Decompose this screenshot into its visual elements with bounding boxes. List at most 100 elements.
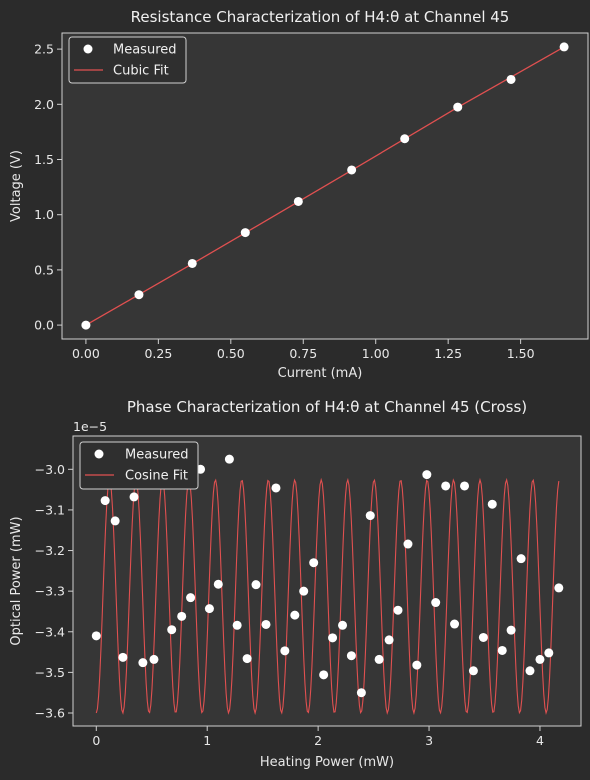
resistance-y-tick-label: 1.0 — [34, 207, 54, 222]
resistance-legend: Measured Cubic Fit — [68, 36, 187, 84]
resistance-measured-point — [347, 165, 357, 175]
resistance-measured-point — [187, 258, 197, 268]
resistance-y-tick-label: 1.5 — [34, 152, 54, 167]
phase-axes-frame — [72, 435, 582, 727]
phase-x-tick-label: 3 — [425, 733, 433, 748]
phase-x-tick-label: 1 — [203, 733, 211, 748]
resistance-x-tick-label: 1.00 — [362, 346, 390, 361]
resistance-x-tick-label: 0.50 — [217, 346, 245, 361]
phase-measured-point — [91, 631, 101, 641]
phase-chart-title: Phase Characterization of H4:θ at Channe… — [127, 398, 527, 416]
resistance-y-tick-label: 2.0 — [34, 97, 54, 112]
phase-y-tick-label: −3.6 — [35, 706, 65, 721]
phase-measured-point — [384, 635, 394, 645]
resistance-x-tick-label: 0.75 — [289, 346, 317, 361]
phase-measured-point — [441, 481, 451, 491]
resistance-measured-point — [453, 102, 463, 112]
resistance-x-tick-label: 0.25 — [144, 346, 172, 361]
resistance-legend-box — [68, 36, 187, 84]
phase-x-axis-ticks: 0 1 2 3 4 — [92, 726, 544, 748]
phase-measured-point — [450, 619, 460, 629]
resistance-y-tick-label: 2.5 — [34, 42, 54, 57]
resistance-x-tick-label: 1.50 — [507, 346, 535, 361]
phase-y-tick-label: −3.2 — [35, 543, 65, 558]
phase-measured-point — [497, 645, 507, 655]
cubic-fit-line — [85, 46, 565, 326]
phase-legend-fit-label: Cosine Fit — [125, 469, 188, 484]
resistance-axes-frame — [61, 32, 589, 340]
phase-y-tick-label: −3.0 — [35, 462, 65, 477]
phase-x-tick-label: 2 — [314, 733, 322, 748]
resistance-measured-point — [506, 74, 516, 84]
resistance-x-axis-ticks: 0.00 0.25 0.50 0.75 1.00 1.25 1.50 — [72, 339, 535, 361]
phase-measured-point — [118, 652, 128, 662]
phase-measured-point — [186, 593, 196, 603]
phase-y-axis-ticks: −3.0 −3.1 −3.2 −3.3 −3.4 −3.5 −3.6 — [35, 462, 73, 721]
phase-measured-point — [422, 470, 432, 480]
phase-measured-point — [487, 499, 497, 509]
phase-legend: Measured Cosine Fit — [79, 441, 199, 490]
resistance-y-tick-label: 0.5 — [34, 262, 54, 277]
phase-measured-point — [412, 660, 422, 670]
phase-measured-point — [346, 651, 356, 661]
cosine-fit-line — [95, 477, 560, 716]
phase-measured-point — [110, 516, 120, 526]
resistance-legend-measured-label: Measured — [113, 43, 177, 58]
phase-measured-point — [365, 511, 375, 521]
resistance-measured-point — [293, 196, 303, 206]
phase-measured-point — [478, 632, 488, 642]
resistance-measured-point — [400, 134, 410, 144]
phase-legend-box — [79, 441, 199, 490]
phase-measured-point — [138, 658, 148, 668]
phase-measured-point — [506, 625, 516, 635]
phase-measured-point — [290, 610, 300, 620]
phase-measured-point — [242, 654, 252, 664]
phase-measured-point — [232, 620, 242, 630]
resistance-legend-fit-label: Cubic Fit — [113, 64, 169, 79]
phase-measured-point — [309, 558, 319, 568]
phase-plot-area — [91, 454, 564, 716]
resistance-x-axis-label: Current (mA) — [278, 366, 363, 381]
phase-measured-point — [280, 646, 290, 656]
phase-measured-point — [460, 481, 470, 491]
phase-measured-point — [129, 492, 139, 502]
phase-x-tick-label: 4 — [536, 733, 544, 748]
phase-measured-point — [271, 483, 281, 493]
phase-y-tick-label: −3.4 — [35, 624, 65, 639]
resistance-y-axis-label: Voltage (V) — [9, 150, 24, 222]
phase-measured-point — [328, 633, 338, 643]
resistance-measured-point — [559, 42, 569, 52]
phase-y-tick-label: −3.1 — [35, 502, 65, 517]
resistance-legend-measured-marker — [83, 44, 93, 54]
phase-measured-point — [393, 605, 403, 615]
resistance-measured-point — [134, 290, 144, 300]
phase-chart: Phase Characterization of H4:θ at Channe… — [9, 398, 582, 770]
phase-offset-text: 1e−5 — [73, 419, 107, 434]
phase-measured-point — [338, 620, 348, 630]
phase-measured-point — [468, 666, 478, 676]
resistance-y-axis-ticks: 0.0 0.5 1.0 1.5 2.0 2.5 — [34, 42, 62, 333]
phase-measured-point — [403, 539, 413, 549]
phase-measured-point — [299, 586, 309, 596]
phase-measured-point — [167, 625, 177, 635]
phase-measured-point — [251, 580, 261, 590]
phase-measured-point — [516, 554, 526, 564]
resistance-x-tick-label: 1.25 — [434, 346, 462, 361]
phase-measured-point — [100, 496, 110, 506]
phase-measured-point — [544, 648, 554, 658]
phase-legend-measured-label: Measured — [125, 448, 189, 463]
phase-x-tick-label: 0 — [92, 733, 100, 748]
phase-measured-point — [431, 598, 441, 608]
resistance-chart: Resistance Characterization of H4:θ at C… — [9, 8, 589, 381]
resistance-measured-point — [81, 320, 91, 330]
phase-y-axis-label: Optical Power (mW) — [9, 516, 24, 645]
phase-measured-point — [356, 688, 366, 698]
phase-measured-point — [374, 654, 384, 664]
resistance-x-tick-label: 0.00 — [72, 346, 100, 361]
resistance-y-tick-label: 0.0 — [34, 318, 54, 333]
phase-measured-point — [261, 619, 271, 629]
phase-legend-measured-marker — [94, 449, 104, 459]
phase-measured-point — [204, 604, 214, 614]
phase-y-tick-label: −3.5 — [35, 665, 65, 680]
